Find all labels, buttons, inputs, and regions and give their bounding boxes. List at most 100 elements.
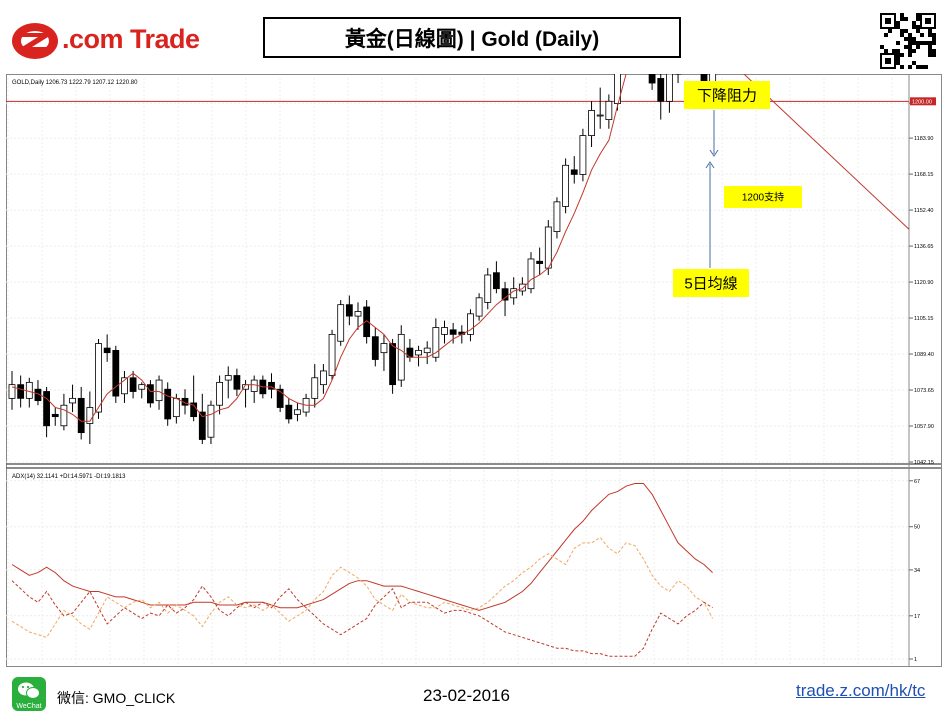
adx-axis-ticks: 67 50 34 17 1 [909, 479, 920, 663]
candle-body [233, 375, 241, 390]
qr-module [896, 49, 900, 53]
qr-module [904, 45, 908, 49]
candle-body [380, 343, 388, 354]
price-pane-info: GOLD,Daily 1206.73 1222.79 1207.12 1220.… [12, 80, 138, 86]
qr-module [904, 37, 908, 41]
wechat-handle: 微信: GMO_CLICK [57, 690, 176, 706]
resistance-annotation-label: 下降阻力 [697, 87, 757, 104]
qr-module [892, 49, 896, 53]
price-tick-label: 1136.65 [914, 244, 933, 250]
candle-body [95, 343, 102, 413]
adx-tick-label: 50 [914, 525, 920, 531]
candle-body [596, 114, 604, 117]
qr-module [912, 41, 916, 45]
wechat-label: WeChat [16, 703, 42, 710]
annotations: 下降阻力 1200支持 5日均線 [673, 81, 802, 297]
candle-body [484, 274, 492, 303]
ma-arrow-head [705, 161, 715, 169]
candle-body [216, 381, 224, 406]
price-tick-label: 1057.90 [914, 424, 934, 430]
candle-body [250, 379, 258, 392]
candle-body [86, 407, 94, 424]
candle-body [121, 377, 128, 395]
candle-body [423, 347, 431, 354]
candle-body [605, 100, 613, 120]
qr-module [916, 29, 920, 33]
candle-body [294, 409, 301, 415]
qr-finder-center [885, 58, 891, 64]
candle-body [544, 226, 552, 269]
qr-finder-center [885, 18, 891, 24]
qr-module [908, 37, 912, 41]
candle-body [579, 135, 587, 175]
qr-module [908, 41, 912, 45]
candle-body [371, 336, 379, 360]
candle-body [337, 304, 345, 342]
wechat-bubble-icon [18, 682, 40, 699]
candle-body [363, 306, 371, 338]
qr-module [912, 49, 916, 53]
report-date: 23-02-2016 [423, 686, 510, 705]
brand-logo: .com Trade [10, 20, 210, 62]
candle-body [146, 384, 154, 404]
qr-module [896, 41, 900, 45]
ma-annotation-label: 5日均線 [684, 275, 737, 292]
adx-pane-info: ADX(14) 32.1141 +DI:14.5971 -DI:19.1813 [12, 474, 126, 480]
qr-module [916, 25, 920, 29]
qr-module [916, 17, 920, 21]
qr-module [884, 49, 888, 53]
candle-body [657, 78, 665, 102]
candle-body [588, 110, 595, 136]
qr-module [912, 61, 916, 65]
price-tick-label: 1073.65 [914, 388, 934, 394]
candle-body [276, 388, 284, 408]
adx-series-line [11, 536, 714, 638]
website-link[interactable]: trade.z.com/hk/tc [796, 681, 926, 700]
candle-body [345, 304, 353, 317]
qr-module [932, 49, 936, 53]
qr-module [916, 45, 920, 49]
support-annotation-label: 1200支持 [742, 191, 784, 204]
qr-module [896, 25, 900, 29]
resistance-arrow-head [709, 149, 719, 157]
qr-module [908, 49, 912, 53]
candle-body [311, 377, 319, 399]
chart-frame [6, 74, 942, 667]
wechat-icon[interactable]: WeChat [12, 677, 46, 711]
qr-code-icon [880, 13, 936, 69]
price-tick-label: 1089.40 [914, 352, 934, 358]
adx-tick-label: 1 [914, 657, 917, 663]
adx-series-line [11, 483, 713, 611]
adx-lines [11, 483, 714, 657]
qr-finder [880, 53, 896, 69]
qr-module [908, 65, 912, 69]
qr-module [932, 37, 936, 41]
price-tick-label: 1105.15 [914, 316, 933, 322]
qr-module [900, 17, 904, 21]
support-annotation-box [724, 186, 802, 208]
qr-module [908, 53, 912, 57]
qr-module [896, 57, 900, 61]
candle-body [397, 333, 405, 381]
page-title: 黃金(日線圖) | Gold (Daily) [263, 17, 681, 58]
qr-module [928, 49, 932, 53]
qr-module [928, 41, 932, 45]
qr-module [884, 33, 888, 37]
candles [8, 74, 717, 445]
qr-module [900, 33, 904, 37]
qr-module [932, 33, 936, 37]
candle-body [198, 411, 206, 440]
qr-module [900, 65, 904, 69]
qr-module [912, 25, 916, 29]
qr-module [896, 21, 900, 25]
candle-body [501, 288, 509, 301]
candle-body [43, 391, 50, 427]
candle-body [69, 397, 76, 404]
z-logo-icon [12, 23, 58, 59]
price-tick-label: 1042.15 [914, 460, 934, 466]
qr-module [916, 41, 920, 45]
qr-module [904, 29, 908, 33]
candle-body [449, 329, 457, 335]
candle-body [60, 404, 68, 427]
qr-module [880, 45, 884, 49]
